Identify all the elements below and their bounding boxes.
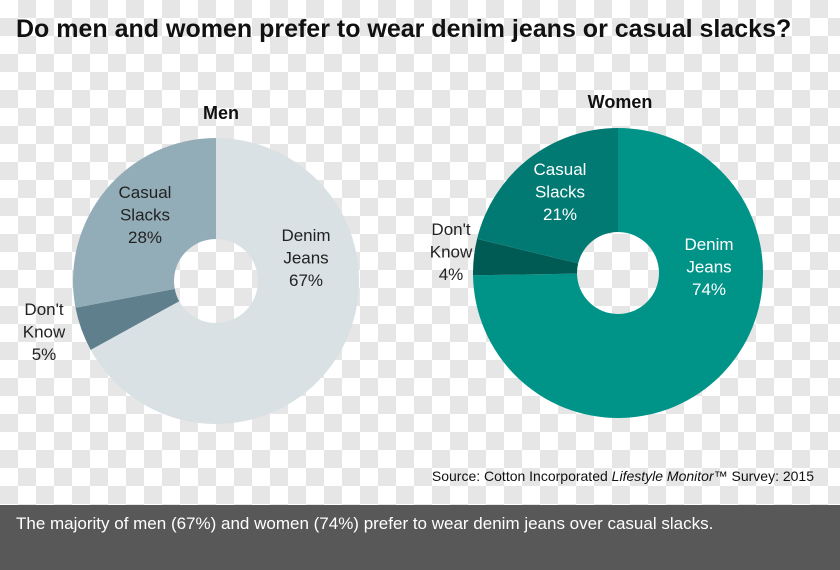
slice-label-men-denim-jeans: Denim Jeans 67%	[281, 226, 330, 290]
slice-women-casual-slacks	[477, 128, 618, 264]
source-suffix: ™ Survey: 2015	[713, 468, 814, 484]
slice-label-women-denim-jeans: Denim Jeans 74%	[684, 235, 733, 299]
chart-title: Do men and women prefer to wear denim je…	[16, 15, 792, 43]
donut-title-women: Women	[588, 92, 653, 112]
summary-footer: The majority of men (67%) and women (74%…	[0, 505, 840, 570]
slice-label-women-don-t-know: Don't Know 4%	[430, 220, 473, 284]
donut-charts: Denim Jeans 67% Don't Know 5% Casual Slacks 28% M…	[23, 92, 763, 424]
slice-label-men-casual-slacks: Casual Slacks 28%	[119, 183, 172, 247]
source-prefix: Source: Cotton Incorporated	[431, 468, 612, 484]
source-italic: Lifestyle Monitor	[611, 468, 714, 484]
donut-women: Denim Jeans 74% Don't Know 4% Casual Slacks 21% W…	[430, 92, 763, 418]
slice-label-men-don-t-know: Don't Know 5%	[23, 300, 66, 364]
slice-women-don-t-know	[473, 238, 579, 276]
slice-men-denim-jeans	[90, 138, 360, 424]
slice-label-women-casual-slacks: Casual Slacks 21%	[534, 160, 587, 224]
source-note: Source: Cotton Incorporated Lifestyle Mo…	[432, 468, 814, 484]
donut-title-men: Men	[203, 103, 239, 123]
slice-men-casual-slacks	[72, 138, 216, 308]
slice-women-denim-jeans	[473, 128, 763, 418]
slice-men-don-t-know	[75, 288, 180, 350]
donut-men: Denim Jeans 67% Don't Know 5% Casual Slacks 28% M…	[23, 103, 360, 424]
